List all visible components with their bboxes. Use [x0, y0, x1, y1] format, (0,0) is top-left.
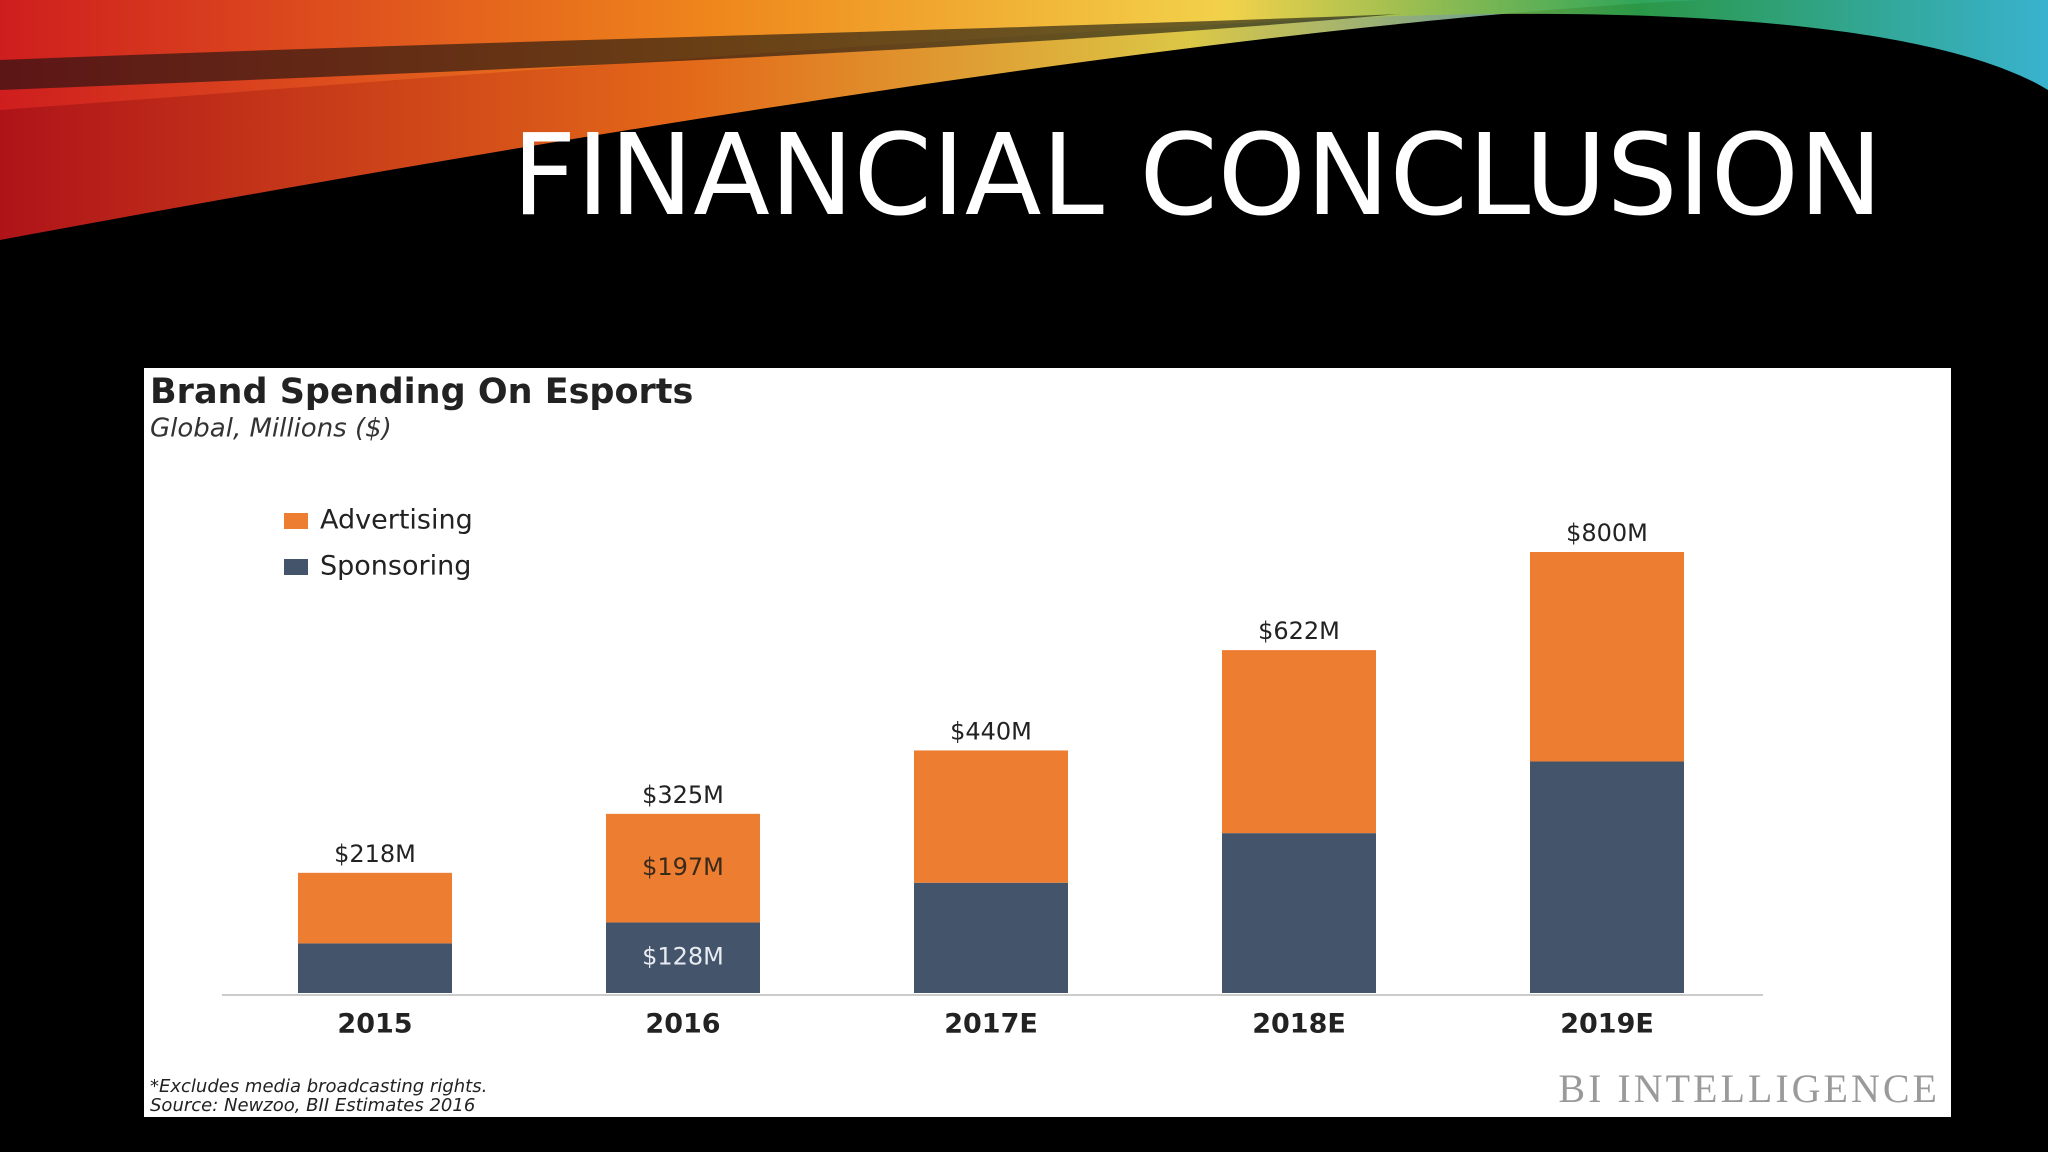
segment-label: $197M [642, 853, 724, 881]
x-tick-label: 2018E [1252, 1009, 1346, 1040]
bar-segment [606, 922, 760, 993]
total-label: $218M [334, 840, 416, 868]
legend-swatch [284, 513, 308, 529]
x-tick-label: 2015 [337, 1009, 412, 1040]
chart-subtitle: Global, Millions ($) [150, 414, 392, 444]
bar-segment [1530, 761, 1684, 993]
total-label: $622M [1258, 617, 1340, 645]
source: Source: Newzoo, BII Estimates 2016 [150, 1095, 475, 1116]
total-label: $325M [642, 781, 724, 809]
x-tick-label: 2017E [944, 1009, 1038, 1040]
bar-segment [914, 750, 1068, 883]
total-label: $800M [1566, 519, 1648, 547]
legend-label: Sponsoring [320, 551, 471, 582]
x-tick-label: 2016 [645, 1009, 720, 1040]
chart-title: Brand Spending On Esports [150, 372, 693, 412]
bar-segment [1222, 833, 1376, 993]
legend-swatch [284, 559, 308, 575]
x-tick-label: 2019E [1560, 1009, 1654, 1040]
bar-segment [914, 882, 1068, 993]
footnote: *Excludes media broadcasting rights. [150, 1076, 487, 1097]
brand: BI INTELLIGENCE [1558, 1066, 1940, 1111]
bar-segment [1222, 650, 1376, 834]
bar-segment [298, 943, 452, 993]
segment-label: $128M [642, 943, 724, 971]
slide-title: FINANCIAL CONCLUSION [512, 111, 1883, 241]
legend-label: Advertising [320, 505, 473, 536]
total-label: $440M [950, 717, 1032, 745]
bar-segment [298, 872, 452, 944]
decor-swoosh [0, 14, 1400, 90]
bar-segment [606, 813, 760, 923]
bar-segment [1530, 552, 1684, 762]
decor-swoosh [0, 0, 2048, 110]
